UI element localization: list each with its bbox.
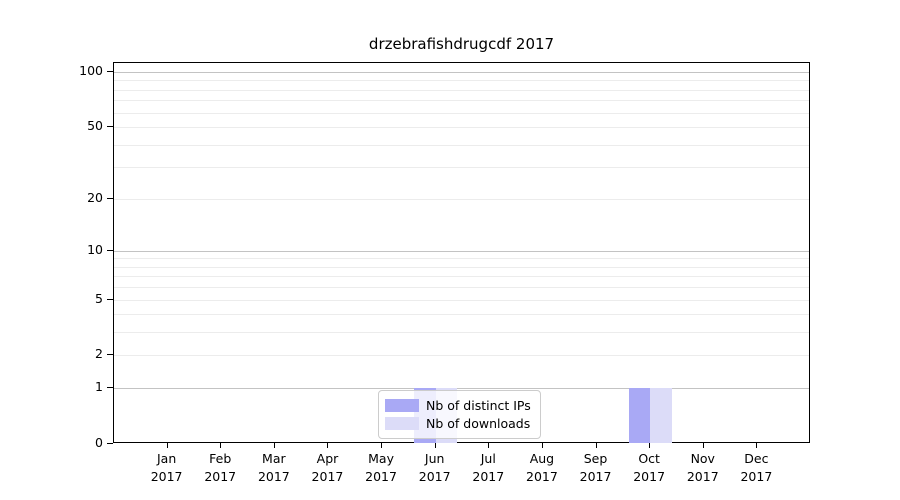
y-tick-mark [107,249,113,251]
gridline [114,388,809,390]
x-tick-label-jun: Jun 2017 [418,451,451,484]
gridline [114,72,809,73]
gridline [114,287,809,289]
x-tick-mark [327,443,329,448]
y-tick-label: 0 [95,435,103,450]
x-tick-label-may: May 2017 [365,451,397,484]
legend-swatch-downloads-icon [385,417,419,430]
gridline [114,112,809,114]
bar-oct-distinct-ips [628,388,651,443]
legend-swatch-distinct-ips-icon [385,399,419,412]
y-tick-label: 100 [79,63,103,78]
gridline [114,250,809,252]
y-tick-label: 50 [87,118,103,134]
gridline [114,299,809,301]
x-tick-label-nov: Nov 2017 [686,451,719,484]
plot-area [113,62,810,443]
x-tick-label-sep: Sep 2017 [579,451,612,484]
legend-item-downloads: Nb of downloads [385,415,531,432]
x-tick-label-oct: Oct 2017 [633,451,666,484]
x-tick-label-apr: Apr 2017 [311,451,344,484]
y-tick-mark [107,197,113,199]
y-tick-mark [107,387,113,389]
y-tick-mark [107,443,113,444]
chart-title: drzebrafishdrugcdf 2017 [368,35,555,53]
x-tick-mark [273,443,275,448]
x-tick-label-feb: Feb 2017 [204,451,237,484]
y-tick-mark [107,71,113,72]
legend-item-distinct-ips: Nb of distinct IPs [385,397,531,414]
gridline [114,198,809,200]
y-tick-mark [107,126,113,128]
gridline [114,266,809,268]
gridline [114,276,809,278]
x-tick-label-mar: Mar 2017 [257,451,290,484]
y-tick-mark [107,298,113,300]
x-tick-label-jul: Jul 2017 [472,451,505,484]
x-tick-mark [488,443,490,448]
x-tick-mark [434,443,436,448]
y-tick-label: 1 [95,379,103,395]
x-tick-mark [702,443,704,448]
gridline [114,355,809,357]
legend: Nb of distinct IPs Nb of downloads [378,390,541,439]
x-tick-label-aug: Aug 2017 [526,451,558,484]
legend-label-distinct-ips: Nb of distinct IPs [426,398,531,413]
x-tick-mark [541,443,543,448]
x-tick-label-dec: Dec 2017 [740,451,773,484]
gridline [114,314,809,316]
gridline [114,100,809,102]
y-tick-label: 2 [95,346,103,362]
x-tick-label-jan: Jan 2017 [150,451,183,484]
gridline [114,127,809,129]
x-tick-mark [595,443,597,448]
y-tick-mark [107,354,113,356]
gridline [114,89,809,91]
y-tick-label: 20 [87,189,103,205]
gridline [114,80,809,82]
gridline [114,332,809,334]
gridline [114,167,809,169]
gridline [114,258,809,260]
legend-label-downloads: Nb of downloads [426,416,531,431]
x-tick-mark [381,443,383,448]
bar-oct-downloads [650,388,672,443]
x-tick-mark [220,443,222,448]
x-tick-mark [649,443,651,448]
y-tick-label: 5 [95,290,103,306]
gridline [114,144,809,146]
y-tick-label: 10 [87,241,103,257]
x-tick-mark [166,443,168,448]
x-tick-mark [756,443,758,448]
